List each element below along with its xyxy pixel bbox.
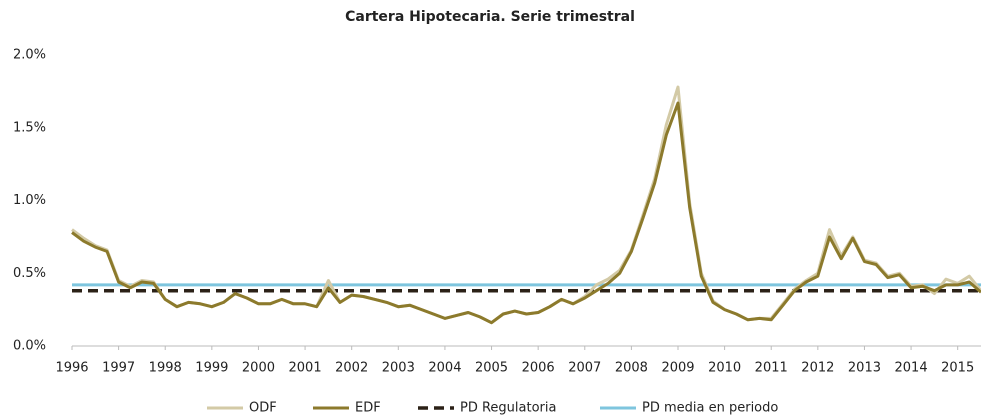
- y-tick-label: 1.5%: [13, 120, 46, 135]
- legend-label: ODF: [249, 401, 277, 416]
- x-tick-label: 2011: [755, 361, 788, 376]
- x-tick-label: 2014: [895, 361, 928, 376]
- legend-label: PD media en periodo: [642, 401, 778, 416]
- x-tick-label: 2000: [242, 361, 275, 376]
- x-tick-label: 2005: [475, 361, 508, 376]
- x-tick-label: 1998: [149, 361, 182, 376]
- y-tick-label: 2.0%: [13, 48, 46, 63]
- x-tick-label: 2001: [289, 361, 322, 376]
- x-tick-label: 2010: [708, 361, 741, 376]
- series-line: [71, 101, 981, 325]
- series-line: [71, 85, 981, 325]
- x-tick-label: 2008: [615, 361, 648, 376]
- x-tick-label: 2007: [568, 361, 601, 376]
- x-tick-label: 2003: [382, 361, 415, 376]
- x-tick-label: 2012: [801, 361, 834, 376]
- legend-label: EDF: [355, 401, 381, 416]
- y-tick-label: 0.0%: [13, 339, 46, 354]
- x-tick-label: 1997: [102, 361, 135, 376]
- x-tick-label: 1999: [195, 361, 228, 376]
- x-tick-label: 2004: [428, 361, 461, 376]
- x-tick-label: 2006: [522, 361, 555, 376]
- x-tick-label: 2015: [941, 361, 974, 376]
- x-tick-label: 2013: [848, 361, 881, 376]
- y-tick-label: 0.5%: [13, 266, 46, 281]
- legend-label: PD Regulatoria: [460, 401, 556, 416]
- chart-title: Cartera Hipotecaria. Serie trimestral: [345, 9, 635, 25]
- x-tick-label: 2009: [661, 361, 694, 376]
- x-tick-label: 2002: [335, 361, 368, 376]
- x-tick-label: 1996: [55, 361, 88, 376]
- y-tick-label: 1.0%: [13, 193, 46, 208]
